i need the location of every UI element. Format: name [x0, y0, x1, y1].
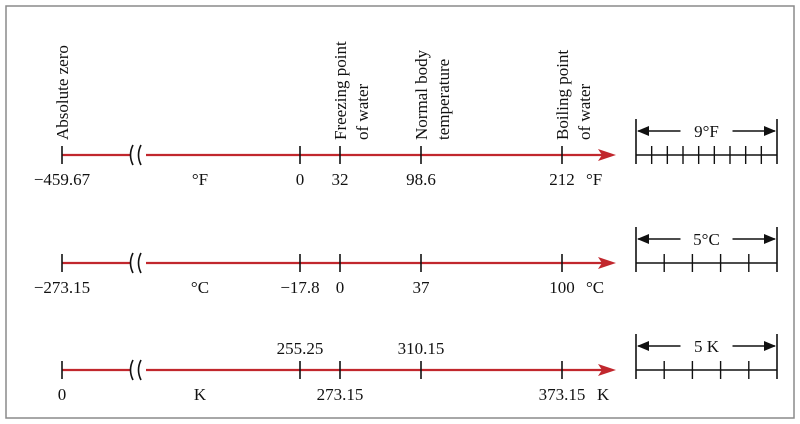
landmark-label: Freezing point — [331, 41, 350, 140]
interval-label: 5 K — [694, 337, 720, 356]
frame — [5, 5, 795, 419]
arrow-head — [764, 234, 776, 244]
scale-label: °C — [586, 278, 604, 297]
scale-label: 373.15 — [539, 385, 586, 404]
scale-label: 212 — [549, 170, 575, 189]
scale-label: 100 — [549, 278, 575, 297]
scale-label: 273.15 — [317, 385, 364, 404]
scale-label: K — [597, 385, 610, 404]
landmark-label: Absolute zero — [53, 45, 72, 140]
landmark-label: Boiling point — [553, 50, 572, 140]
scale-label: 310.15 — [398, 339, 445, 358]
scale-label: 37 — [413, 278, 431, 297]
interval-label: 9°F — [694, 122, 719, 141]
scale-label: 255.25 — [277, 339, 324, 358]
scale-label: K — [194, 385, 207, 404]
arrow-head — [598, 149, 616, 161]
landmark-label: of water — [353, 83, 372, 140]
scale-label: 0 — [296, 170, 305, 189]
arrow-head — [598, 257, 616, 269]
scale-label: 98.6 — [406, 170, 436, 189]
landmark-label: temperature — [434, 59, 453, 140]
arrow-head — [637, 341, 649, 351]
landmark-label: Normal body — [412, 49, 431, 140]
arrow-head — [764, 126, 776, 136]
arrow-head — [598, 364, 616, 376]
arrow-head — [637, 126, 649, 136]
scale-label: 32 — [332, 170, 349, 189]
arrow-head — [764, 341, 776, 351]
landmark-label: of water — [575, 83, 594, 140]
interval-label: 5°C — [693, 230, 720, 249]
scale-label: −459.67 — [34, 170, 91, 189]
scale-label: −17.8 — [280, 278, 319, 297]
arrow-head — [637, 234, 649, 244]
scale-label: −273.15 — [34, 278, 90, 297]
axis-break — [129, 252, 142, 274]
scale-label: °C — [191, 278, 209, 297]
scale-label: °F — [192, 170, 208, 189]
scale-label: 0 — [58, 385, 67, 404]
scale-label: °F — [586, 170, 602, 189]
axis-break — [129, 144, 142, 166]
axis-break — [129, 359, 142, 381]
scale-label: 0 — [336, 278, 345, 297]
